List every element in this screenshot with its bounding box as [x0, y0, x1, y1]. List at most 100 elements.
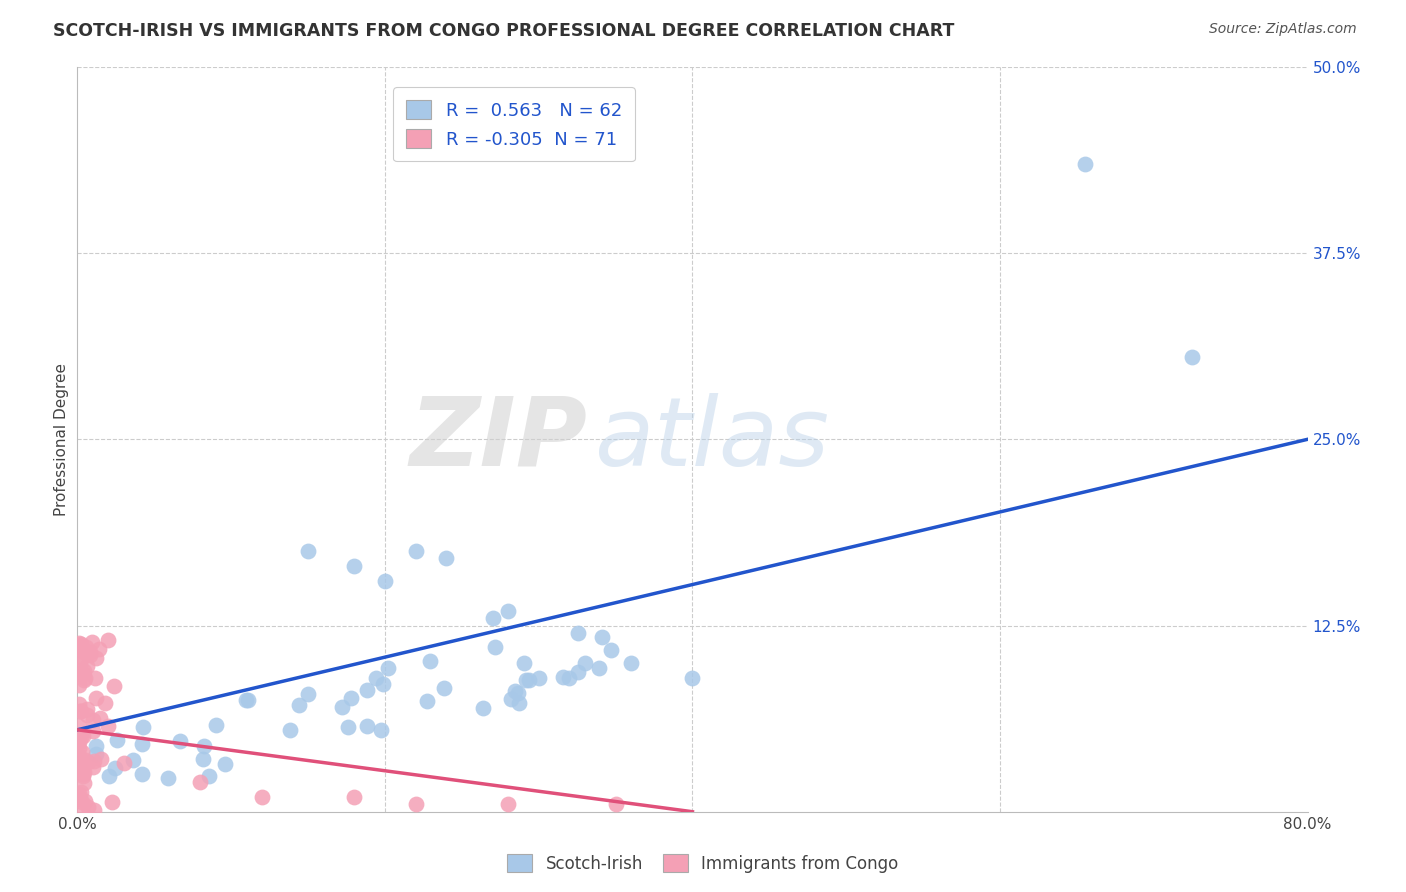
Point: [370, 723, 392, 738]
Point: [75, 640, 97, 654]
Point: [67, 787, 90, 801]
Text: SCOTCH-IRISH VS IMMIGRANTS FROM CONGO PROFESSIONAL DEGREE CORRELATION CHART: SCOTCH-IRISH VS IMMIGRANTS FROM CONGO PR…: [53, 22, 955, 40]
Text: atlas: atlas: [595, 392, 830, 486]
Point: [235, 692, 257, 706]
Point: [82, 760, 104, 774]
Point: [508, 697, 530, 711]
Point: [433, 681, 456, 695]
Point: [82, 723, 104, 738]
Point: [343, 789, 366, 804]
Point: [419, 654, 441, 668]
Point: [72, 765, 94, 780]
Point: [70, 643, 93, 657]
Point: [73, 672, 96, 686]
Y-axis label: Professional Degree: Professional Degree: [53, 363, 69, 516]
Point: [90, 752, 112, 766]
Point: [76, 658, 98, 673]
Point: [169, 734, 191, 748]
Point: [193, 739, 215, 753]
Point: [73, 794, 96, 808]
Point: [70, 763, 93, 777]
Point: [70, 758, 93, 772]
Point: [86, 690, 108, 705]
Point: [73, 673, 96, 688]
Point: [87, 642, 110, 657]
Point: [214, 756, 236, 771]
Point: [330, 700, 353, 714]
Point: [238, 693, 260, 707]
Point: [204, 717, 226, 731]
Point: [472, 700, 495, 714]
Point: [73, 645, 96, 659]
Point: [156, 772, 179, 786]
Point: [83, 803, 105, 817]
Point: [76, 702, 98, 716]
Point: [416, 693, 439, 707]
Point: [73, 664, 96, 678]
Point: [67, 678, 90, 692]
Point: [405, 797, 427, 812]
Point: [77, 755, 100, 769]
Point: [77, 799, 100, 814]
Point: [70, 730, 93, 744]
Point: [567, 665, 589, 680]
Point: [517, 673, 540, 687]
Point: [73, 776, 96, 790]
Point: [82, 713, 104, 727]
Point: [67, 636, 90, 650]
Point: [76, 707, 98, 722]
Point: [67, 663, 90, 677]
Point: [84, 739, 107, 753]
Point: [70, 704, 93, 718]
Point: [67, 740, 90, 755]
Point: [297, 544, 319, 558]
Point: [131, 737, 153, 751]
Point: [558, 671, 581, 685]
Point: [366, 671, 388, 685]
Point: [297, 687, 319, 701]
Point: [70, 795, 93, 809]
Point: [70, 649, 93, 664]
Point: [278, 723, 301, 737]
Point: [72, 766, 94, 780]
Point: [188, 775, 212, 789]
Point: [67, 790, 90, 805]
Point: [79, 648, 101, 663]
Point: [67, 732, 90, 747]
Point: [501, 692, 523, 706]
Point: [73, 753, 96, 767]
Point: [588, 661, 610, 675]
Point: [496, 797, 519, 812]
Point: [72, 666, 94, 681]
Point: [374, 574, 396, 588]
Point: [67, 758, 90, 772]
Point: [620, 656, 643, 670]
Point: [70, 745, 93, 759]
Point: [72, 768, 94, 782]
Point: [98, 769, 121, 783]
Point: [79, 645, 101, 659]
Legend: R =  0.563   N = 62, R = -0.305  N = 71: R = 0.563 N = 62, R = -0.305 N = 71: [394, 87, 634, 161]
Point: [122, 753, 145, 767]
Point: [484, 640, 506, 654]
Point: [97, 719, 120, 733]
Point: [67, 729, 90, 743]
Point: [356, 683, 378, 698]
Point: [515, 673, 537, 687]
Point: [89, 711, 111, 725]
Point: [288, 698, 311, 713]
Point: [132, 720, 155, 734]
Point: [105, 732, 128, 747]
Point: [67, 718, 90, 732]
Point: [69, 657, 91, 672]
Point: [103, 680, 125, 694]
Point: [72, 729, 94, 743]
Point: [567, 626, 589, 640]
Point: [69, 704, 91, 718]
Point: [599, 643, 621, 657]
Point: [197, 769, 219, 783]
Point: [84, 747, 107, 761]
Point: [574, 656, 596, 670]
Point: [496, 604, 519, 618]
Point: [67, 734, 90, 748]
